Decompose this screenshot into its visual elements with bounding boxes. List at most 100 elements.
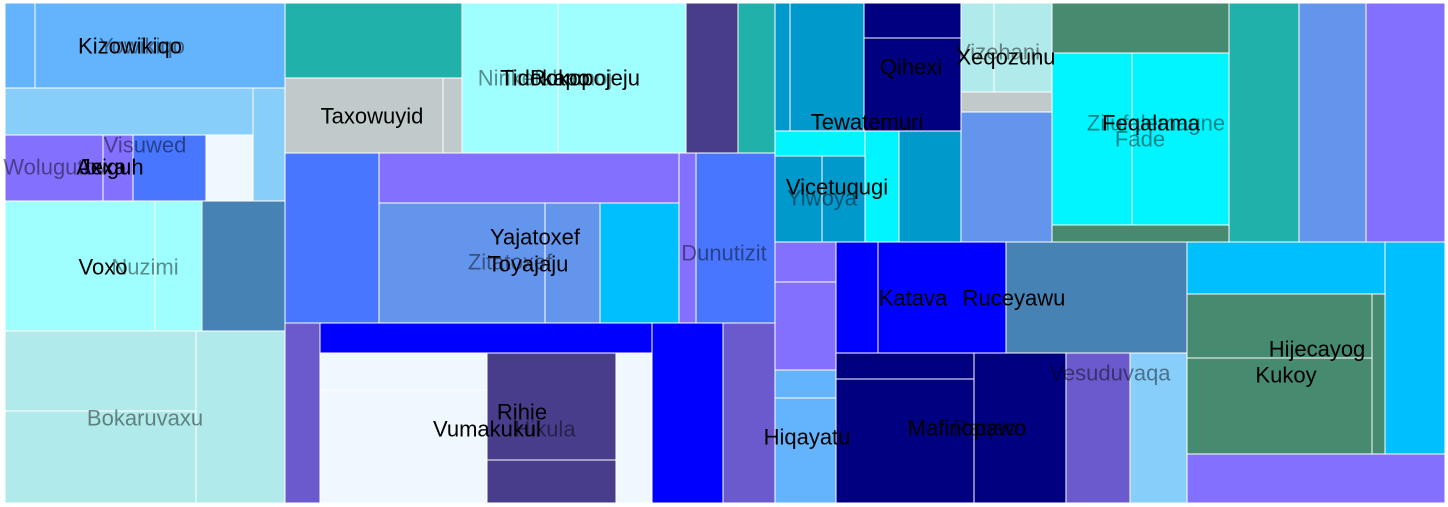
tile-filler-26 xyxy=(678,152,697,324)
tile-filler-45 xyxy=(898,130,962,243)
label-vumakukul: Vumakukul xyxy=(433,417,541,442)
label-yajatoxef: Yajatoxef xyxy=(490,225,581,250)
label-katava: Katava xyxy=(879,286,948,311)
tile-wolugutov xyxy=(4,134,104,202)
tile-filler-25 xyxy=(599,202,680,324)
tile-filler-10 xyxy=(201,200,286,332)
label-rihie: Rihie xyxy=(497,400,547,425)
tile-tewatemuri xyxy=(789,2,865,132)
label-voxo: Voxo xyxy=(79,255,128,280)
tile-filler-61 xyxy=(835,241,879,354)
tile-filler-19 xyxy=(685,2,739,154)
tile-hikula xyxy=(615,352,653,504)
label-hikula: Hikula xyxy=(514,417,576,442)
tile-filler-30 xyxy=(319,352,488,391)
treemap-cells xyxy=(4,2,1446,504)
tile-filler-74 xyxy=(1186,453,1446,504)
label-xeqozunu: Xeqozunu xyxy=(956,45,1055,70)
tile-filler-48 xyxy=(960,91,1053,113)
tile-filler-22 xyxy=(378,152,680,204)
label-nirikefubamoj: Nirikefubamoj xyxy=(478,66,613,91)
tile-katava xyxy=(877,241,1007,354)
tile-hiqayatu xyxy=(774,397,837,504)
label-bokaruvaxu: Bokaruvaxu xyxy=(87,406,203,431)
label-nuzimi: Nuzimi xyxy=(111,255,178,280)
tile-filler-37 xyxy=(774,2,791,132)
tile-filler-35 xyxy=(651,322,724,504)
tile-filler-55 xyxy=(1298,2,1367,243)
tile-filler-20 xyxy=(737,2,776,154)
tile-filler-58 xyxy=(774,281,837,371)
tile-filler-57 xyxy=(774,241,837,283)
tile-filler-73 xyxy=(1384,241,1446,455)
label-tidokapo: Tidokapo xyxy=(500,66,590,91)
label-taxowuyid: Taxowuyid xyxy=(321,104,424,129)
tile-filler-7 xyxy=(205,134,254,202)
tile-filler-29 xyxy=(319,322,653,354)
tile-filler-49 xyxy=(960,111,1053,243)
tile-raqeo xyxy=(973,352,1067,504)
label-vizehani: Vizehani xyxy=(956,40,1040,65)
tile-rokopojeju xyxy=(557,2,687,154)
label-tewatemuri: Tewatemuri xyxy=(811,110,923,135)
tile-taxowuyid xyxy=(284,77,444,154)
label-toyajaju: Toyajaju xyxy=(488,252,569,277)
label-zitatoxef: Zitatoxef xyxy=(468,250,553,275)
tile-filler-11 xyxy=(4,330,197,412)
tile-bokaruvaxu xyxy=(4,410,197,504)
tile-filler-72 xyxy=(1371,293,1386,455)
label-dunutizit: Dunutizit xyxy=(681,241,767,266)
tile-filler-21 xyxy=(284,152,380,324)
tile-nuzimi xyxy=(154,200,203,332)
label-qihexi: Qihexi xyxy=(880,55,942,80)
tile-vesuduvaqa xyxy=(1065,352,1131,504)
tile-qihexi xyxy=(863,37,962,132)
label-kizowikiqo: Kizowikiqo xyxy=(78,34,182,59)
label-yowikiqo: Yowikiqo xyxy=(99,34,185,59)
tile-filler-39 xyxy=(863,2,962,39)
tile-zitatoxef xyxy=(378,202,546,324)
tile-filler-56 xyxy=(1365,2,1446,243)
label-vicetuqugi: Vicetuqugi xyxy=(786,175,888,200)
tile-filler-13 xyxy=(195,330,286,504)
label-hijecayog: Hijecayog xyxy=(1269,337,1366,362)
tile-filler-64 xyxy=(835,352,975,380)
tile-kizowikiqo xyxy=(34,2,286,89)
tile-mafinopawo xyxy=(835,378,975,504)
tile-filler-24 xyxy=(544,202,601,324)
label-raqeo: Raqeo xyxy=(953,416,1018,441)
tile-filler-54 xyxy=(1228,2,1300,243)
label-hiqayatu: Hiqayatu xyxy=(764,425,851,450)
tile-visuwed xyxy=(4,87,254,136)
tile-filler-0 xyxy=(4,2,36,89)
label-fade: Fade xyxy=(1115,127,1165,152)
tile-filler-59 xyxy=(774,369,837,399)
label-axiguh: Axiguh xyxy=(76,155,143,180)
tile-filler-28 xyxy=(284,322,321,504)
label-vesuduvaqa: Vesuduvaqa xyxy=(1049,361,1171,386)
tile-dunutizit xyxy=(695,152,776,324)
tile-fade xyxy=(1051,52,1133,226)
tile-xeqozunu xyxy=(993,2,1053,93)
tile-filler-3 xyxy=(252,87,286,202)
label-yiwoya: Yiwoya xyxy=(787,186,858,211)
tile-filler-70 xyxy=(1186,293,1373,359)
tile-filler-68 xyxy=(1129,352,1188,504)
label-kukoy: Kukoy xyxy=(1255,363,1316,388)
label-feqalama: Feqalama xyxy=(1102,111,1201,136)
label-zilufalemagne: Zilufalemagne xyxy=(1087,111,1225,136)
tile-filler-16 xyxy=(442,77,463,154)
tile-filler-53 xyxy=(1051,224,1230,243)
tile-filler-14 xyxy=(284,2,463,79)
tile-vumakukul xyxy=(319,389,488,504)
tile-filler-69 xyxy=(1186,241,1386,295)
tile-filler-33 xyxy=(486,459,617,504)
tile-rihie xyxy=(486,352,617,461)
label-jexa: Jexa xyxy=(80,155,127,180)
tile-filler-50 xyxy=(1051,2,1230,54)
tile-jexa xyxy=(102,134,134,202)
label-ruceyawu: Ruceyawu xyxy=(963,286,1066,311)
label-wolugutov: Wolugutov xyxy=(3,155,107,180)
